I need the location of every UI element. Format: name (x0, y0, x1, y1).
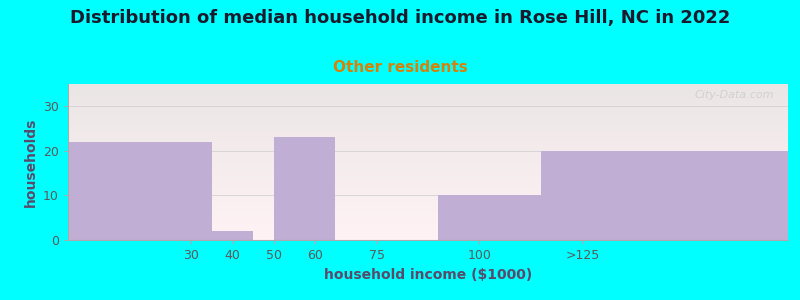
Text: Distribution of median household income in Rose Hill, NC in 2022: Distribution of median household income … (70, 9, 730, 27)
Bar (212, 231, 253, 240)
Y-axis label: households: households (23, 117, 38, 207)
Bar (438, 195, 541, 240)
Text: Other residents: Other residents (333, 60, 467, 75)
Bar (541, 151, 788, 240)
X-axis label: household income ($1000): household income ($1000) (324, 268, 532, 282)
Text: City-Data.com: City-Data.com (694, 90, 774, 100)
Bar (274, 137, 335, 240)
Bar (68, 142, 212, 240)
